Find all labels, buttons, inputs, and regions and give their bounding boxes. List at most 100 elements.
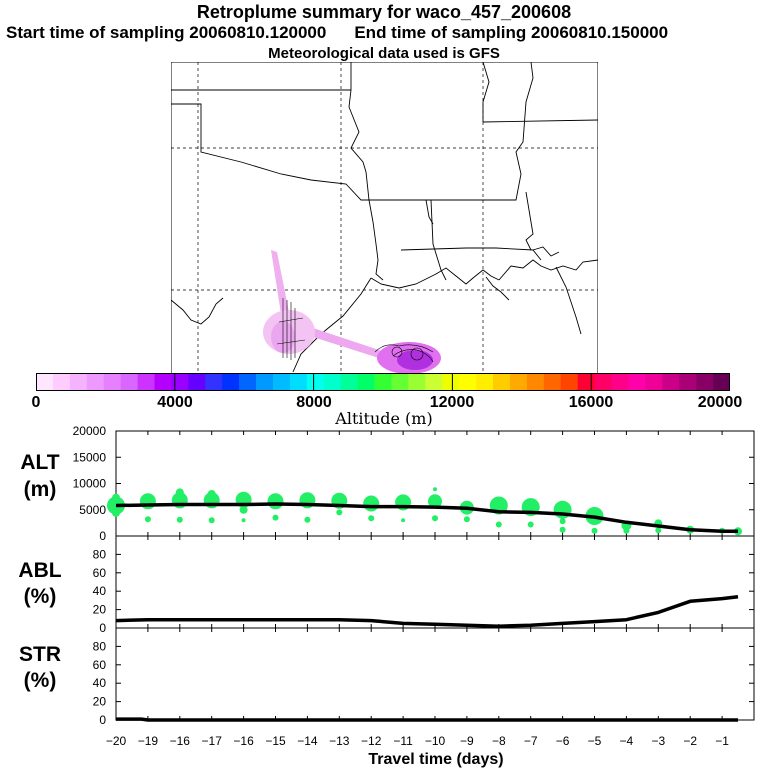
x-tick-label: −11 xyxy=(393,734,413,748)
colorbar-label: Altitude (m) xyxy=(335,409,433,428)
start-time-label: Start time of sampling 20060810.120000 xyxy=(6,23,327,42)
x-tick-label: −4 xyxy=(620,734,634,748)
x-tick-label: −20 xyxy=(106,734,127,748)
plume-streak-north xyxy=(271,250,289,314)
y-tick-label: 60 xyxy=(93,658,107,672)
panel-label: (%) xyxy=(24,669,57,692)
x-tick-label: −1 xyxy=(715,734,729,748)
scatter-point xyxy=(272,514,279,521)
colorbar-cell xyxy=(306,373,325,391)
scatter-point xyxy=(112,493,120,502)
colorbar-cell xyxy=(408,373,426,391)
x-tick-label: −16 xyxy=(233,734,254,748)
scatter-point xyxy=(428,494,442,509)
colorbar-cell xyxy=(256,373,274,391)
colorbar-cell xyxy=(323,373,341,391)
scatter-point xyxy=(144,516,151,523)
y-tick-label: 20 xyxy=(93,603,107,617)
colorbar-tick-12000: 12000 xyxy=(429,394,475,411)
colorbar-cell xyxy=(120,373,138,391)
colorbar-cell xyxy=(696,373,714,391)
scatter-point xyxy=(267,493,284,510)
y-tick-label: 80 xyxy=(93,547,107,561)
panel-label: ABL xyxy=(18,559,61,582)
scatter-point xyxy=(239,505,248,514)
panel-str: STR (%) 0 20 40 60 80 xyxy=(19,627,755,727)
y-tick-label: 10000 xyxy=(73,477,107,491)
scatter-point xyxy=(175,488,184,497)
colorbar-cell xyxy=(476,373,494,391)
scatter-point xyxy=(559,518,566,525)
met-data-label: Meteorological data used is GFS xyxy=(268,45,500,62)
scatter-point xyxy=(559,526,566,533)
scatter-point xyxy=(304,516,311,523)
y-tick-label: 0 xyxy=(99,529,106,543)
colorbar-cell xyxy=(103,373,121,391)
x-tick-label: −15 xyxy=(265,734,286,748)
scatter-point xyxy=(363,495,380,512)
panel-frame xyxy=(115,627,755,721)
scatter-point xyxy=(208,517,215,524)
x-tick-label: −12 xyxy=(361,734,382,748)
colorbar-cell xyxy=(188,373,206,391)
x-tick-label: −14 xyxy=(297,734,318,748)
colorbar-cell xyxy=(662,373,680,391)
x-tick-label: −10 xyxy=(425,734,446,748)
retroplume-footprint xyxy=(263,250,441,374)
colorbar-cell xyxy=(205,373,223,391)
colorbar-cell xyxy=(340,373,358,391)
y-tick-label: 60 xyxy=(93,566,107,580)
plume-streak-east xyxy=(291,324,391,360)
colorbar-frame xyxy=(36,373,730,391)
x-tick-label: −16 xyxy=(170,734,191,748)
panel-label: ALT xyxy=(20,451,59,474)
y-tick-label: 20000 xyxy=(73,425,107,438)
colorbar-cell xyxy=(357,373,375,391)
colorbar-cell xyxy=(560,373,578,391)
colorbar-tick-0: 0 xyxy=(31,394,41,411)
panel-abl: ABL (%) 0 20 40 60 80 xyxy=(18,535,755,635)
colorbar-cells xyxy=(36,373,730,391)
colorbar-cell xyxy=(171,373,189,391)
scatter-point xyxy=(591,527,598,534)
state-borders xyxy=(171,62,598,373)
x-tick-label: −8 xyxy=(492,734,506,748)
x-tick-label: −5 xyxy=(588,734,602,748)
colorbar-cell xyxy=(442,373,460,391)
x-tick-label: −7 xyxy=(524,734,538,748)
colorbar-cell xyxy=(374,373,392,391)
map-gridlines xyxy=(171,62,598,374)
x-tick-label: −6 xyxy=(556,734,570,748)
y-tick-label: 0 xyxy=(99,713,106,727)
sampling-times: Start time of sampling 20060810.120000 En… xyxy=(6,23,668,43)
colorbar-cell xyxy=(52,373,71,391)
colorbar-cell xyxy=(628,373,646,391)
panel-label: (%) xyxy=(24,585,57,608)
colorbar-cell xyxy=(645,373,663,391)
y-tick-label: 40 xyxy=(93,584,107,598)
colorbar-cell xyxy=(526,373,545,391)
colorbar-tick-4000: 4000 xyxy=(157,394,193,411)
scatter-point xyxy=(207,490,216,498)
colorbar-cell xyxy=(594,373,612,391)
scatter-point xyxy=(336,509,343,516)
colorbar-cell xyxy=(239,373,257,391)
colorbar-cell xyxy=(272,373,291,391)
scatter-point xyxy=(432,515,438,522)
scatter-point xyxy=(368,515,375,522)
colorbar-cell xyxy=(289,373,308,391)
panel-frame xyxy=(115,535,755,629)
x-axis: −20 −19 −16 −17 −16 −15 −14 −13 −12 −11 −10 −9 −8 −7 −… xyxy=(106,734,729,768)
x-tick-label: −9 xyxy=(460,734,474,748)
map-frame xyxy=(171,62,598,374)
x-tick-label: −17 xyxy=(202,734,223,748)
series-line xyxy=(115,594,739,628)
colorbar-cell xyxy=(509,373,528,391)
scatter-point xyxy=(623,527,630,534)
y-tick-label: 0 xyxy=(99,621,106,635)
chart-title: Retroplume summary for waco_457_200608 xyxy=(196,2,572,22)
colorbar-cell xyxy=(577,373,595,391)
y-tick-label: 15000 xyxy=(73,450,107,464)
x-tick-label: −13 xyxy=(329,734,350,748)
colorbar-cell xyxy=(679,373,697,391)
